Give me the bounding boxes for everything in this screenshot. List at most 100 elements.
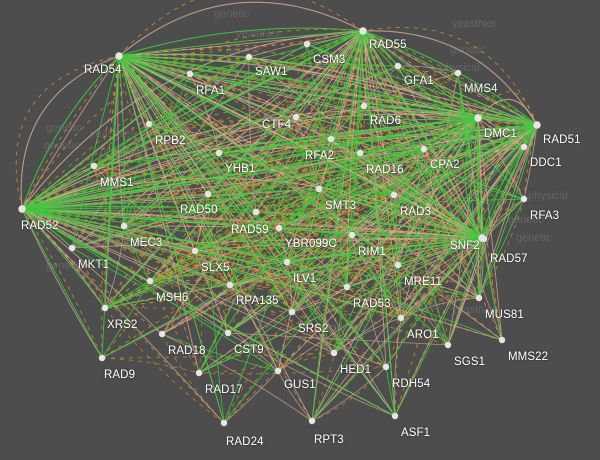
edge-physical: [20, 55, 120, 210]
edge-coexpression: [118, 55, 125, 227]
edge-physical: [397, 148, 425, 266]
edge-genetic: [207, 193, 288, 263]
graph-node[interactable]: [115, 52, 123, 60]
graph-node[interactable]: [520, 195, 528, 203]
edge-genetic: [229, 211, 257, 286]
edge-genetic: [362, 30, 538, 126]
graph-node[interactable]: [474, 114, 482, 122]
edge-genetic: [229, 284, 480, 300]
edge-coexpression: [21, 208, 280, 229]
graph-node[interactable]: [204, 190, 212, 198]
graph-node[interactable]: [480, 235, 488, 243]
graph-node[interactable]: [444, 341, 452, 349]
edge-physical: [21, 208, 163, 335]
graph-node[interactable]: [275, 224, 283, 232]
edge-genetic: [351, 105, 365, 236]
graph-node[interactable]: [359, 27, 367, 35]
edge-genetic: [286, 234, 353, 263]
edge-genetic: [161, 211, 257, 335]
graph-node[interactable]: [220, 419, 228, 427]
edge-genetic: [118, 55, 151, 282]
edge-genetic: [400, 237, 483, 319]
graph-node[interactable]: [191, 247, 199, 255]
edge-physical: [277, 370, 313, 422]
graph-node[interactable]: [158, 330, 166, 338]
graph-node[interactable]: [226, 281, 234, 289]
graph-node[interactable]: [391, 412, 399, 420]
edge-genetic: [229, 188, 320, 286]
edge-physical: [248, 56, 483, 239]
graph-node[interactable]: [327, 135, 335, 143]
edge-coexpression: [93, 30, 364, 167]
edge-coexpression: [330, 138, 449, 346]
edge-genetic: [218, 152, 288, 263]
edge-coexpression: [394, 237, 483, 417]
graph-node[interactable]: [315, 185, 323, 193]
graph-node[interactable]: [303, 40, 311, 48]
graph-node[interactable]: [360, 102, 368, 110]
graph-node[interactable]: [454, 69, 462, 77]
edge-physical: [161, 117, 479, 335]
edge-coexpression: [21, 205, 483, 239]
graph-node[interactable]: [394, 261, 402, 269]
edge-physical: [21, 113, 538, 210]
edge-physical: [481, 198, 525, 239]
graph-node[interactable]: [68, 244, 76, 252]
graph-node[interactable]: [382, 363, 390, 371]
graph-node[interactable]: [288, 308, 296, 316]
graph-node[interactable]: [397, 314, 405, 322]
edge-genetic: [149, 30, 364, 282]
graph-node[interactable]: [390, 191, 398, 199]
edge-genetic: [359, 152, 395, 196]
edge-coexpression: [21, 55, 120, 210]
graph-node[interactable]: [18, 205, 26, 213]
graph-node[interactable]: [252, 208, 260, 216]
edge-genetic: [148, 123, 425, 150]
edge-genetic: [477, 91, 538, 126]
graph-node[interactable]: [308, 417, 316, 425]
graph-node[interactable]: [245, 53, 253, 61]
graph-node[interactable]: [101, 304, 109, 312]
graph-node[interactable]: [283, 258, 291, 266]
graph-node[interactable]: [348, 231, 356, 239]
edge-coexpression: [457, 72, 483, 239]
edge-coexpression: [21, 208, 103, 359]
edge-coexpression: [229, 152, 361, 286]
graph-node[interactable]: [356, 149, 364, 157]
edge-physical: [400, 72, 459, 319]
graph-node[interactable]: [394, 62, 402, 70]
graph-node[interactable]: [215, 149, 223, 157]
graph-node[interactable]: [146, 277, 154, 285]
edge-coexpression: [118, 55, 293, 313]
graph-node[interactable]: [520, 143, 528, 151]
node-group[interactable]: [18, 27, 541, 427]
edge-coexpression: [118, 55, 396, 417]
graph-node[interactable]: [90, 162, 98, 170]
graph-node[interactable]: [343, 283, 351, 291]
graph-node[interactable]: [195, 369, 203, 377]
edge-coexpression: [362, 30, 449, 346]
edge-genetic: [21, 208, 225, 424]
edge-coexpression: [291, 117, 479, 313]
graph-node[interactable]: [475, 294, 483, 302]
edge-coexpression: [93, 56, 250, 167]
edge-physical: [223, 370, 279, 424]
edge-genetic: [359, 152, 395, 196]
graph-node[interactable]: [186, 70, 194, 78]
edge-coexpression: [359, 148, 425, 154]
graph-node[interactable]: [120, 222, 128, 230]
graph-node[interactable]: [498, 336, 506, 344]
graph-node[interactable]: [224, 329, 232, 337]
graph-node[interactable]: [98, 354, 106, 362]
graph-node[interactable]: [420, 145, 428, 153]
edge-genetic: [189, 73, 425, 150]
edge-genetic: [346, 124, 538, 288]
edge-coexpression: [333, 148, 425, 354]
graph-node[interactable]: [274, 367, 282, 375]
graph-node[interactable]: [145, 120, 153, 128]
graph-node[interactable]: [292, 113, 300, 121]
graph-node[interactable]: [330, 349, 338, 357]
edge-physical: [248, 56, 257, 213]
graph-node[interactable]: [533, 121, 541, 129]
